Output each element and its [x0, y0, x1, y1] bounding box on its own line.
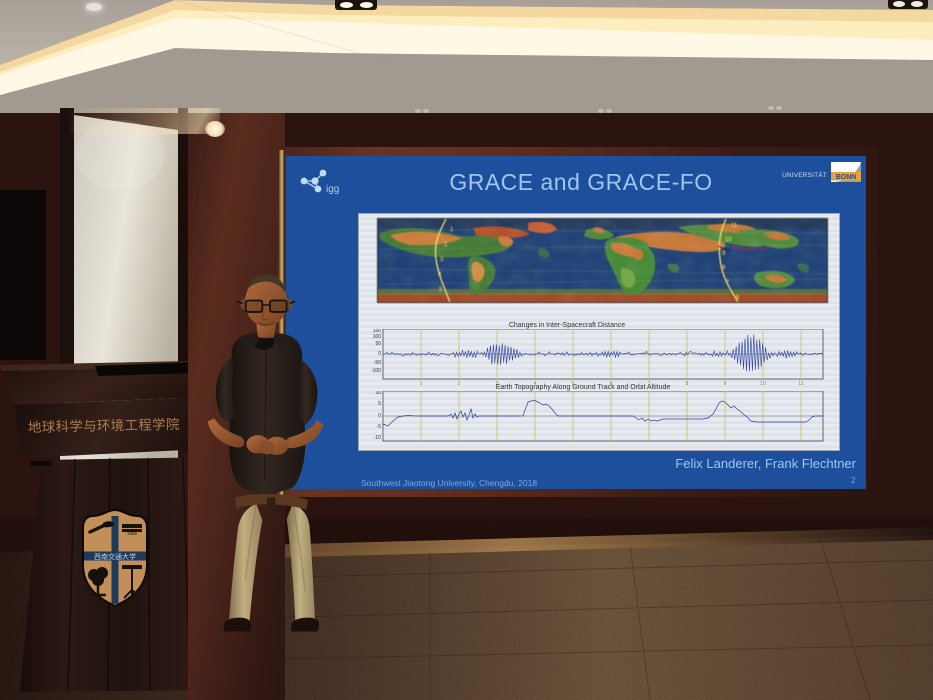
svg-text:Observatory Hut: Observatory Hut: [733, 245, 767, 251]
svg-text:10: 10: [725, 237, 732, 243]
svg-text:西南交通大学: 西南交通大学: [94, 552, 136, 561]
svg-text:2: 2: [444, 242, 448, 248]
svg-text:7: 7: [726, 280, 730, 286]
svg-text:0: 0: [378, 351, 381, 357]
svg-text:3: 3: [440, 257, 444, 263]
svg-text:1896: 1896: [127, 531, 138, 536]
svg-text:0: 0: [378, 413, 381, 419]
svg-text:BONN: BONN: [836, 174, 857, 181]
svg-text:5: 5: [439, 287, 443, 293]
svg-text:5: 5: [378, 401, 381, 407]
svg-text:11: 11: [731, 223, 738, 229]
svg-text:igg: igg: [326, 184, 339, 195]
svg-text:地球科学与环境工程学院: 地球科学与环境工程学院: [28, 417, 180, 435]
svg-text:4: 4: [438, 272, 442, 278]
svg-text:1: 1: [450, 227, 454, 233]
svg-text:8: 8: [722, 265, 726, 271]
svg-text:9: 9: [722, 251, 726, 257]
svg-text:6: 6: [736, 295, 740, 301]
svg-text:UNIVERSITÄT: UNIVERSITÄT: [782, 171, 827, 179]
